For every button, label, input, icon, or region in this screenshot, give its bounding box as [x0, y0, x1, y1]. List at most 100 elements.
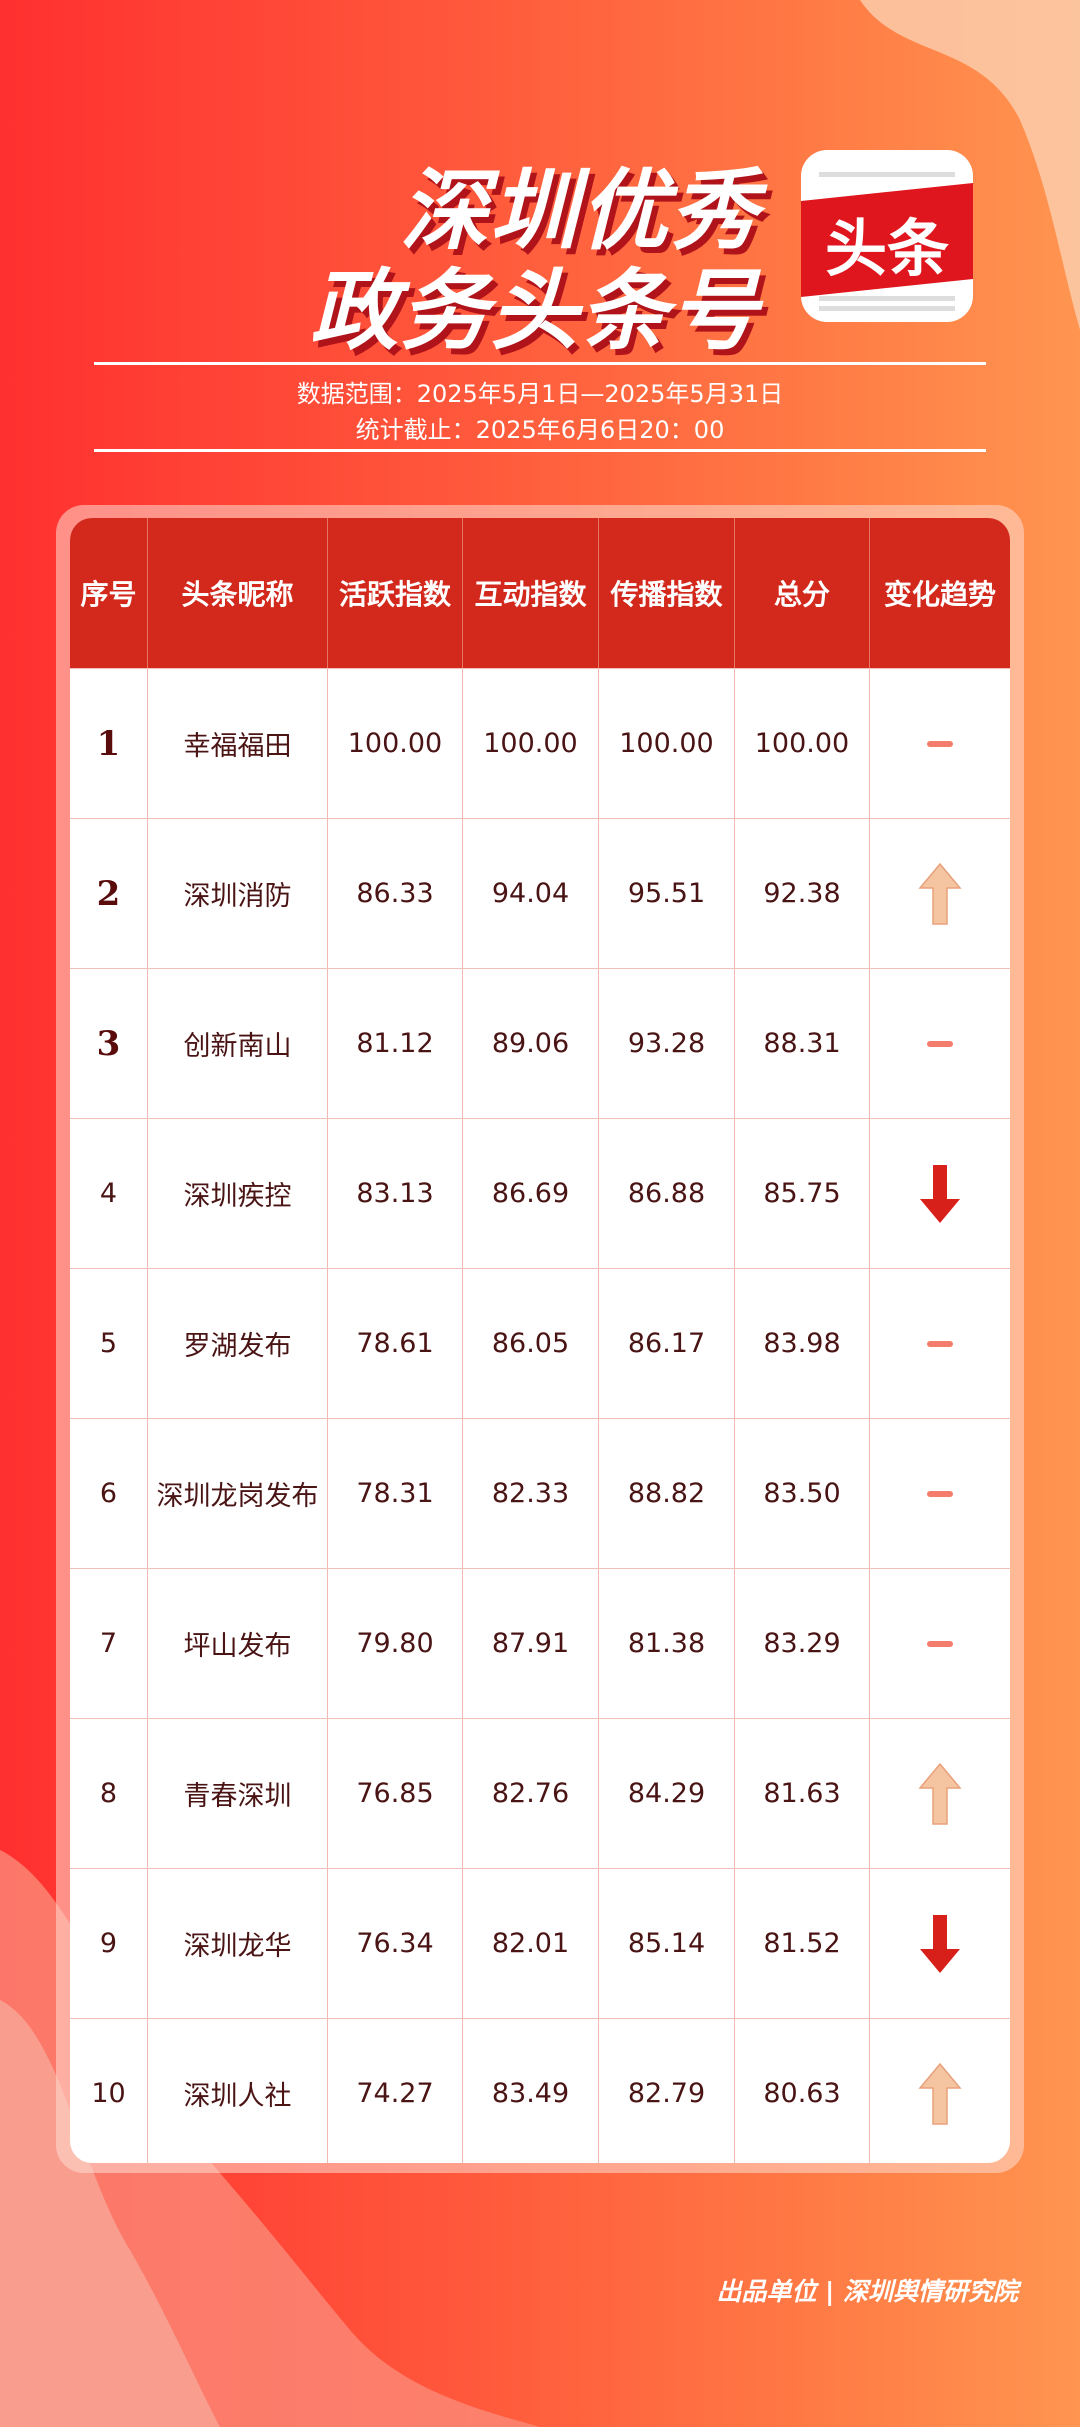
- cell-interact: 86.05: [463, 1269, 599, 1418]
- table-row: 5 罗湖发布 78.61 86.05 86.17 83.98: [70, 1268, 1010, 1418]
- cell-active: 79.80: [328, 1569, 463, 1718]
- cell-total: 100.00: [735, 669, 870, 818]
- cell-interact: 100.00: [463, 669, 599, 818]
- flat-dash-icon: [927, 1040, 953, 1047]
- cell-active: 81.12: [328, 969, 463, 1118]
- col-active: 活跃指数: [328, 518, 463, 668]
- divider-bottom: [94, 449, 986, 452]
- cell-trend: [870, 2019, 1010, 2163]
- table-row: 6 深圳龙岗发布 78.31 82.33 88.82 83.50: [70, 1418, 1010, 1568]
- cell-rank: 2: [70, 819, 148, 968]
- stat-cutoff: 统计截止：2025年6月6日20：00: [355, 416, 725, 444]
- cell-name: 深圳龙华: [148, 1869, 328, 2018]
- title-line-2: 政务头条号: [309, 259, 760, 362]
- cell-trend: [870, 1719, 1010, 1868]
- footer-credit: 出品单位 | 深圳舆情研究院: [716, 2277, 1018, 2306]
- cell-name: 深圳消防: [148, 819, 328, 968]
- cell-rank: 6: [70, 1419, 148, 1568]
- cell-rank: 7: [70, 1569, 148, 1718]
- divider-top: [94, 362, 986, 365]
- col-trend: 变化趋势: [883, 578, 996, 611]
- cell-spread: 86.17: [599, 1269, 735, 1418]
- flat-dash-icon: [927, 740, 953, 747]
- arrow-up-icon: [918, 1762, 962, 1825]
- cell-spread: 100.00: [599, 669, 735, 818]
- cell-trend: [870, 1269, 1010, 1418]
- cell-trend: [870, 669, 1010, 818]
- table-row: 8 青春深圳 76.85 82.76 84.29 81.63: [70, 1718, 1010, 1868]
- arrow-down-icon: [920, 1914, 960, 1973]
- cell-active: 100.00: [328, 669, 463, 818]
- cell-spread: 95.51: [599, 819, 735, 968]
- cell-active: 78.61: [328, 1269, 463, 1418]
- cell-trend: [870, 1419, 1010, 1568]
- cell-name: 罗湖发布: [148, 1269, 328, 1418]
- cell-spread: 84.29: [599, 1719, 735, 1868]
- cell-name: 创新南山: [148, 969, 328, 1118]
- cell-name: 深圳疾控: [148, 1119, 328, 1268]
- table-row: 7 坪山发布 79.80 87.91 81.38 83.29: [70, 1568, 1010, 1718]
- logo-text: 头条: [824, 212, 949, 285]
- cell-rank: 3: [70, 969, 148, 1118]
- cell-name: 坪山发布: [148, 1569, 328, 1718]
- cell-spread: 82.79: [599, 2019, 735, 2163]
- cell-total: 88.31: [735, 969, 870, 1118]
- title-line-1: 深圳优秀: [399, 159, 760, 262]
- table-row: 1 幸福福田 100.00 100.00 100.00 100.00: [70, 668, 1010, 818]
- cell-total: 92.38: [735, 819, 870, 968]
- cell-rank: 5: [70, 1269, 148, 1418]
- cell-interact: 82.01: [463, 1869, 599, 2018]
- cell-active: 83.13: [328, 1119, 463, 1268]
- cell-spread: 88.82: [599, 1419, 735, 1568]
- col-total: 总分: [735, 518, 870, 668]
- cell-trend: [870, 1569, 1010, 1718]
- cell-interact: 82.33: [463, 1419, 599, 1568]
- col-name: 头条昵称: [148, 518, 328, 668]
- arrow-down-icon: [920, 1164, 960, 1223]
- cell-active: 76.85: [328, 1719, 463, 1868]
- cell-rank: 9: [70, 1869, 148, 2018]
- cell-trend: [870, 969, 1010, 1118]
- cell-name: 深圳龙岗发布: [148, 1419, 328, 1568]
- table-row: 9 深圳龙华 76.34 82.01 85.14 81.52: [70, 1868, 1010, 2018]
- cell-trend: [870, 1119, 1010, 1268]
- decorative-wave-top: [860, 0, 1080, 330]
- cell-name: 青春深圳: [148, 1719, 328, 1868]
- cell-total: 83.98: [735, 1269, 870, 1418]
- cell-interact: 83.49: [463, 2019, 599, 2163]
- table-row: 10 深圳人社 74.27 83.49 82.79 80.63: [70, 2018, 1010, 2163]
- cell-rank: 10: [70, 2019, 148, 2163]
- cell-interact: 87.91: [463, 1569, 599, 1718]
- cell-trend: [870, 1869, 1010, 2018]
- flat-dash-icon: [927, 1640, 953, 1647]
- flat-dash-icon: [927, 1490, 953, 1497]
- flat-dash-icon: [927, 1340, 953, 1347]
- decorative-wave-bottom: [0, 1850, 540, 2427]
- cell-spread: 93.28: [599, 969, 735, 1118]
- cell-total: 81.63: [735, 1719, 870, 1868]
- cell-interact: 82.76: [463, 1719, 599, 1868]
- table-header: 序号 头条昵称 活跃指数 互动指数 传播指数 总分 变化趋势: [70, 518, 1010, 668]
- data-range: 数据范围：2025年5月1日—2025年5月31日: [296, 380, 784, 408]
- cell-name: 深圳人社: [148, 2019, 328, 2163]
- col-interact: 互动指数: [463, 518, 599, 668]
- cell-rank: 8: [70, 1719, 148, 1868]
- col-spread: 传播指数: [599, 518, 735, 668]
- table-row: 3 创新南山 81.12 89.06 93.28 88.31: [70, 968, 1010, 1118]
- cell-interact: 94.04: [463, 819, 599, 968]
- arrow-up-icon: [918, 2062, 962, 2125]
- cell-interact: 86.69: [463, 1119, 599, 1268]
- cell-spread: 81.38: [599, 1569, 735, 1718]
- cell-total: 81.52: [735, 1869, 870, 2018]
- cell-name: 幸福福田: [148, 669, 328, 818]
- col-rank: 序号: [70, 518, 148, 668]
- cell-active: 74.27: [328, 2019, 463, 2163]
- cell-spread: 85.14: [599, 1869, 735, 2018]
- cell-trend: [870, 819, 1010, 968]
- cell-total: 80.63: [735, 2019, 870, 2163]
- cell-rank: 4: [70, 1119, 148, 1268]
- cell-active: 76.34: [328, 1869, 463, 2018]
- table-row: 4 深圳疾控 83.13 86.69 86.88 85.75: [70, 1118, 1010, 1268]
- cell-spread: 86.88: [599, 1119, 735, 1268]
- cell-total: 83.29: [735, 1569, 870, 1718]
